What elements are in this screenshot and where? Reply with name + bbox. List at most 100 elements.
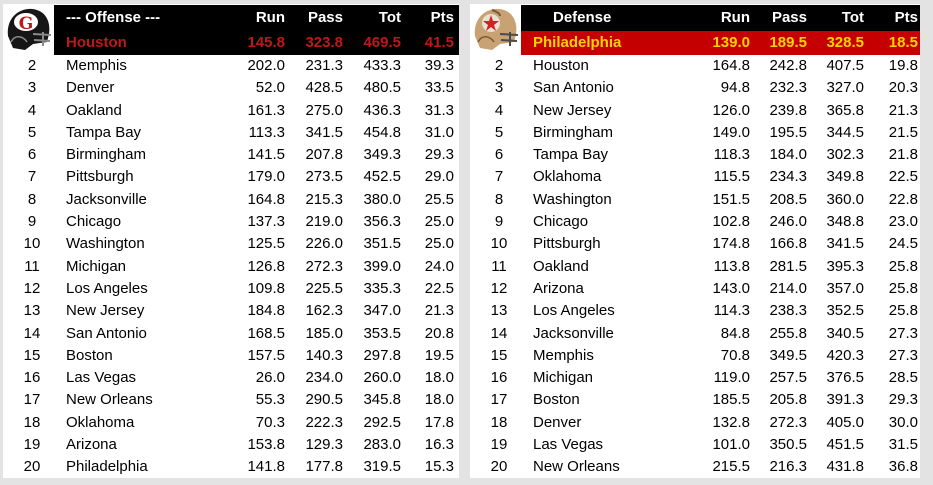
pass-value: 208.5 (769, 190, 807, 208)
team-name: Denver (533, 413, 582, 431)
points-value: 30.0 (888, 413, 918, 431)
table-row: 11 Michigan 126.8 272.3 399.0 24.0 (3, 256, 459, 278)
points-value: 27.3 (888, 346, 918, 364)
pass-value: 349.5 (769, 346, 807, 364)
team-name: Tampa Bay (533, 146, 609, 164)
points-value: 28.5 (888, 369, 918, 387)
pass-value: 216.3 (769, 458, 807, 476)
total-value: 297.8 (363, 346, 401, 364)
team-name: Pittsburgh (533, 235, 601, 253)
pass-value: 225.5 (305, 279, 343, 297)
rank-number: 4 (494, 101, 504, 119)
rank-number: 8 (494, 190, 504, 208)
total-value: 451.5 (826, 436, 864, 454)
total-value: 360.0 (826, 190, 864, 208)
pass-value: 232.3 (769, 79, 807, 97)
run-value: 52.0 (255, 79, 285, 97)
team-name: Memphis (66, 57, 127, 74)
table-row: 15 Memphis 70.8 349.5 420.3 27.3 (470, 345, 920, 367)
points-value: 18.0 (424, 369, 454, 387)
points-value: 31.3 (424, 101, 454, 119)
table-row: 4 Oakland 161.3 275.0 436.3 31.3 (3, 100, 459, 122)
run-value: 55.3 (255, 391, 285, 409)
team-name: Houston (533, 57, 589, 74)
points-value: 25.0 (424, 213, 454, 231)
run-value: 118.3 (713, 146, 750, 164)
points-value: 20.8 (424, 324, 454, 342)
total-value: 349.8 (826, 168, 864, 186)
table-row: 10 Pittsburgh 174.8 166.8 341.5 24.5 (470, 233, 920, 255)
points-value: 25.0 (424, 235, 454, 253)
svg-text:G: G (19, 14, 34, 34)
team-name: Washington (66, 235, 145, 253)
table-row: 5 Birmingham 149.0 195.5 344.5 21.5 (470, 122, 920, 144)
run-value: 168.5 (247, 324, 285, 342)
total-value: 391.3 (826, 391, 864, 409)
pass-value: 177.8 (305, 458, 343, 476)
table-row: 11 Oakland 113.8 281.5 395.3 25.8 (470, 256, 920, 278)
total-value: 260.0 (363, 369, 401, 387)
team-name: Jacksonville (66, 190, 147, 208)
column-header-pts: Pts (430, 9, 454, 26)
run-value: 114.3 (713, 302, 750, 320)
table-row: 16 Michigan 119.0 257.5 376.5 28.5 (470, 367, 920, 389)
points-value: 21.3 (424, 302, 454, 320)
rank-number: 14 (23, 324, 41, 342)
pass-value: 166.8 (769, 235, 807, 253)
points-value: 25.8 (888, 279, 918, 297)
table-row: 12 Los Angeles 109.8 225.5 335.3 22.5 (3, 278, 459, 300)
points-value: 41.5 (424, 34, 454, 51)
pass-value: 255.8 (769, 324, 807, 342)
rank-number: 12 (490, 279, 508, 297)
run-value: 109.8 (247, 279, 285, 297)
points-value: 25.8 (888, 302, 918, 320)
team-name: New Orleans (533, 458, 620, 476)
run-value: 139.0 (712, 34, 750, 51)
rank-number: 3 (494, 79, 504, 97)
total-value: 283.0 (363, 436, 401, 454)
pass-value: 275.0 (305, 101, 343, 119)
table-row: 3 Denver 52.0 428.5 480.5 33.5 (3, 77, 459, 99)
pass-value: 215.3 (305, 190, 343, 208)
team-name: Denver (66, 79, 115, 97)
run-value: 84.8 (720, 324, 750, 342)
total-value: 405.0 (826, 413, 864, 431)
run-value: 70.8 (720, 346, 750, 364)
total-value: 454.8 (363, 123, 401, 141)
column-header-tot: Tot (378, 9, 401, 26)
team-name: Arizona (533, 279, 584, 297)
run-value: 174.8 (712, 235, 750, 253)
total-value: 399.0 (363, 257, 401, 275)
total-value: 436.3 (363, 101, 401, 119)
points-value: 17.8 (424, 413, 454, 431)
pass-value: 246.0 (769, 213, 807, 231)
total-value: 365.8 (826, 101, 864, 119)
points-value: 21.8 (888, 146, 918, 164)
offense-rows: 2 Memphis 202.0 231.3 433.3 39.3 3 Denver 52.0 42… (3, 55, 459, 479)
run-value: 215.5 (712, 458, 750, 476)
rank-number: 13 (490, 302, 508, 320)
run-value: 164.8 (712, 57, 750, 74)
table-row: 9 Chicago 137.3 219.0 356.3 25.0 (3, 211, 459, 233)
points-value: 18.5 (888, 34, 918, 51)
pass-value: 281.5 (769, 257, 807, 275)
run-value: 161.3 (247, 101, 285, 119)
team-name: Pittsburgh (66, 168, 134, 186)
offense-table: G --- Offense --- Run Pass Tot Pts Houst… (3, 4, 459, 478)
table-row: 2 Houston 164.8 242.8 407.5 19.8 (470, 55, 920, 77)
table-row: 6 Birmingham 141.5 207.8 349.3 29.3 (3, 144, 459, 166)
table-row: 16 Las Vegas 26.0 234.0 260.0 18.0 (3, 367, 459, 389)
rank-number: 17 (23, 391, 41, 409)
pass-value: 140.3 (305, 346, 343, 364)
team-name: Birmingham (533, 123, 614, 141)
total-value: 335.3 (363, 279, 401, 297)
points-value: 19.5 (424, 346, 454, 364)
run-value: 202.0 (247, 57, 285, 74)
defense-table: Defense Run Pass Tot Pts Philadelphia 13… (470, 4, 920, 478)
team-name: Los Angeles (533, 302, 615, 320)
total-value: 376.5 (826, 369, 864, 387)
run-value: 26.0 (255, 369, 285, 387)
rank-number: 20 (23, 458, 41, 476)
run-value: 179.0 (247, 168, 285, 186)
defense-rows: 2 Houston 164.8 242.8 407.5 19.8 3 San Antonio 9… (470, 55, 920, 479)
